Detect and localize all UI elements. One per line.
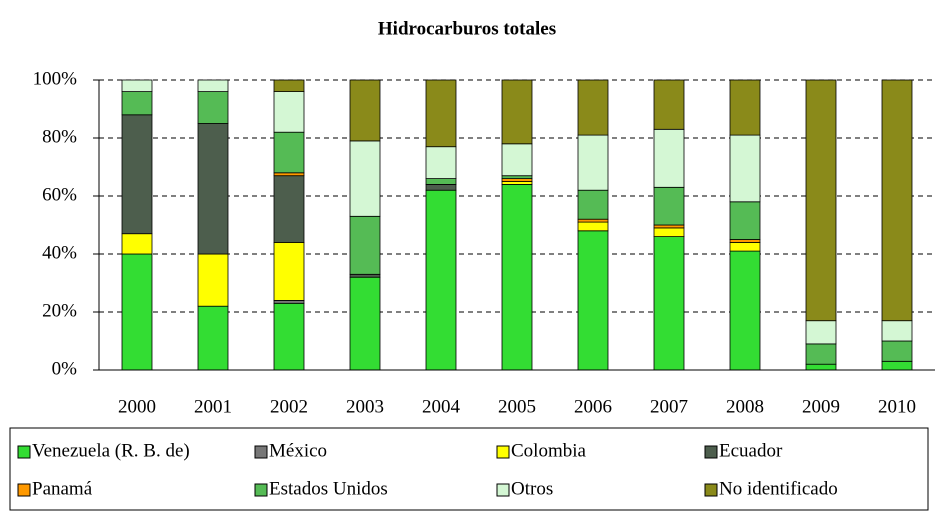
bar-segment bbox=[273, 79, 305, 93]
x-tick-label: 2009 bbox=[802, 396, 840, 417]
bar-segment bbox=[501, 79, 533, 145]
bar-segment bbox=[805, 363, 837, 371]
bar-segment bbox=[577, 221, 609, 232]
legend-swatch bbox=[254, 483, 268, 497]
legend-label: Estados Unidos bbox=[269, 478, 388, 499]
bar-segment bbox=[121, 114, 153, 235]
bar-segment bbox=[273, 299, 305, 304]
bar-segment bbox=[577, 189, 609, 220]
bar-segment bbox=[729, 239, 761, 243]
bar-segment bbox=[273, 175, 305, 243]
bar-segment bbox=[197, 305, 229, 371]
y-tick-label: 60% bbox=[42, 184, 77, 205]
bar-segment bbox=[729, 134, 761, 203]
legend-swatch bbox=[704, 445, 718, 459]
bar-segment bbox=[349, 140, 381, 217]
bar-segment bbox=[729, 79, 761, 136]
bar-segment bbox=[121, 79, 153, 93]
legend-swatch bbox=[496, 445, 510, 459]
x-tick-label: 2001 bbox=[194, 396, 232, 417]
bar-segment bbox=[349, 215, 381, 275]
bar-segment bbox=[501, 183, 533, 371]
bar-segment bbox=[121, 91, 153, 116]
bar-segment bbox=[805, 320, 837, 345]
bar-segment bbox=[577, 218, 609, 223]
y-tick-label: 0% bbox=[52, 358, 78, 379]
bar-segment bbox=[425, 178, 457, 185]
bar-segment bbox=[273, 91, 305, 133]
bar-segment bbox=[653, 224, 685, 229]
bar-segment bbox=[501, 181, 533, 185]
x-tick-label: 2004 bbox=[422, 396, 461, 417]
y-tick-label: 20% bbox=[42, 300, 77, 321]
bar-segment bbox=[881, 320, 913, 342]
y-tick-label: 80% bbox=[42, 126, 77, 147]
legend-swatch bbox=[704, 483, 718, 497]
x-tick-label: 2002 bbox=[270, 396, 308, 417]
x-tick-label: 2007 bbox=[650, 396, 688, 417]
bar-segment bbox=[349, 79, 381, 142]
bar-segment bbox=[653, 186, 685, 226]
x-tick-label: 2003 bbox=[346, 396, 384, 417]
legend-label: No identificado bbox=[719, 478, 838, 499]
y-tick-label: 40% bbox=[42, 242, 77, 263]
bar-segment bbox=[501, 143, 533, 177]
bar-segment bbox=[501, 178, 533, 182]
bar-segment bbox=[197, 253, 229, 307]
bar-segment bbox=[425, 146, 457, 179]
bar-segment bbox=[273, 241, 305, 301]
x-tick-label: 2006 bbox=[574, 396, 612, 417]
bar-segment bbox=[577, 230, 609, 371]
legend-label: Venezuela (R. B. de) bbox=[32, 440, 190, 461]
bar-segment bbox=[197, 91, 229, 124]
legend-swatch bbox=[17, 483, 31, 497]
bar-segment bbox=[273, 172, 305, 177]
bar-segment bbox=[577, 79, 609, 136]
bar-segment bbox=[653, 79, 685, 130]
legend-label: Panamá bbox=[32, 478, 93, 499]
bar-segment bbox=[197, 79, 229, 93]
bar-segment bbox=[805, 79, 837, 322]
x-tick-label: 2000 bbox=[118, 396, 156, 417]
bar-segment bbox=[425, 183, 457, 191]
legend-swatch bbox=[17, 445, 31, 459]
bar-segment bbox=[653, 236, 685, 371]
bar-segment bbox=[425, 189, 457, 371]
x-tick-label: 2005 bbox=[498, 396, 536, 417]
bar-segment bbox=[881, 360, 913, 371]
bar-segment bbox=[273, 131, 305, 174]
bar-segment bbox=[349, 273, 381, 278]
bar-segment bbox=[349, 276, 381, 371]
bar-segment bbox=[425, 79, 457, 148]
legend-label: Colombia bbox=[511, 440, 587, 461]
legend-swatch bbox=[496, 483, 510, 497]
legend-label: Ecuador bbox=[719, 440, 783, 461]
bar-segment bbox=[729, 241, 761, 252]
bar-segment bbox=[653, 128, 685, 188]
legend-label: México bbox=[269, 440, 327, 461]
bar-segment bbox=[805, 343, 837, 365]
chart-title: Hidrocarburos totales bbox=[378, 18, 556, 39]
bar-segment bbox=[881, 79, 913, 322]
bar-segment bbox=[577, 134, 609, 191]
bar-segment bbox=[121, 253, 153, 371]
legend-label: Otros bbox=[511, 478, 553, 499]
bar-segment bbox=[501, 175, 533, 179]
bar-segment bbox=[653, 227, 685, 237]
bar-segment bbox=[729, 201, 761, 240]
legend-box bbox=[9, 427, 929, 511]
bar-segment bbox=[197, 123, 229, 255]
bar-segment bbox=[729, 250, 761, 371]
y-tick-label: 100% bbox=[33, 68, 78, 89]
bar-segment bbox=[273, 302, 305, 371]
bar-segment bbox=[881, 340, 913, 362]
legend-swatch bbox=[254, 445, 268, 459]
bar-segment bbox=[121, 233, 153, 255]
x-tick-label: 2008 bbox=[726, 396, 764, 417]
x-tick-label: 2010 bbox=[878, 396, 916, 417]
